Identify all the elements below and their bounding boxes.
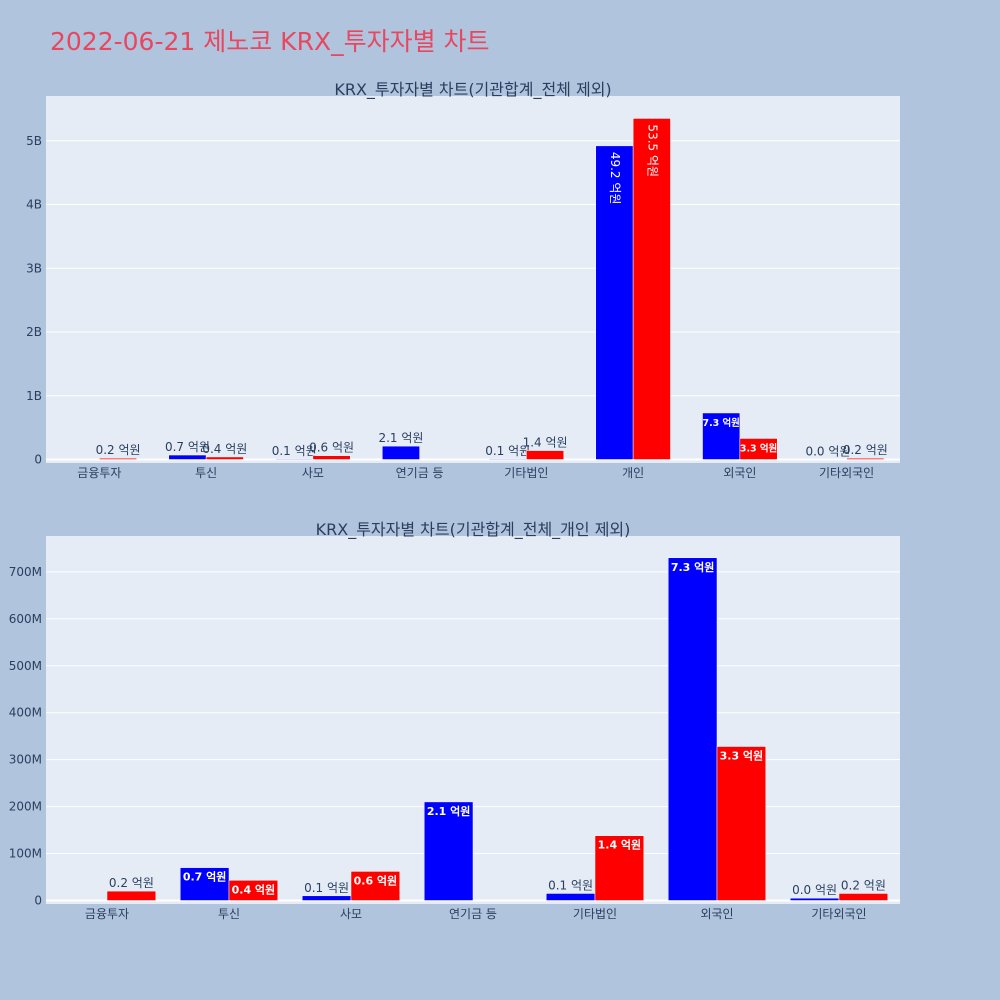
x-tick-label: 개인 (622, 466, 644, 480)
page-title: 2022-06-21 제노코 KRX_투자자별 차트 (50, 27, 490, 56)
chart-title: KRX_투자자별 차트(기관합계_전체 제외) (334, 80, 611, 100)
y-tick-label: 5B (26, 134, 42, 148)
bar (228, 880, 279, 901)
y-tick-label: 1B (26, 389, 42, 403)
bar (632, 118, 671, 460)
x-tick-label: 기타법인 (504, 466, 548, 480)
bar (526, 450, 564, 460)
x-tick-label: 투신 (195, 466, 217, 480)
bar (312, 455, 351, 460)
y-tick-label: 400M (9, 706, 42, 720)
chart-title: KRX_투자자별 차트(기관합계_전체_개인 제외) (316, 520, 631, 540)
y-tick-label: 4B (26, 198, 42, 212)
bar (702, 412, 741, 460)
plot-area (46, 96, 900, 463)
data-label: 0.7 억원 (165, 440, 210, 454)
x-tick-label: 금융투자 (85, 907, 129, 921)
bar (99, 457, 137, 460)
data-label: 1.4 억원 (598, 838, 642, 852)
data-label: 2.1 억원 (378, 431, 423, 445)
data-label: 49.2 억원 (608, 152, 622, 205)
data-label: 0.2 억원 (109, 876, 154, 890)
bar (423, 801, 474, 901)
x-tick-label: 외국인 (723, 466, 756, 480)
data-label: 0.0 억원 (792, 883, 837, 897)
bar (789, 897, 840, 901)
bar (838, 893, 889, 901)
x-tick-label: 금융투자 (77, 466, 121, 480)
y-tick-label: 200M (9, 800, 42, 814)
x-tick-label: 기타외국인 (819, 466, 874, 480)
data-label: 7.3 억원 (703, 417, 740, 429)
bar (488, 458, 527, 460)
data-label: 53.5 억원 (645, 124, 659, 177)
data-label: 0.6 억원 (309, 441, 354, 455)
data-label: 2.1 억원 (427, 804, 471, 818)
data-label: 0.4 억원 (202, 442, 247, 456)
x-tick-label: 연기금 등 (449, 907, 497, 921)
bar (667, 557, 718, 901)
bar (168, 454, 207, 460)
data-label: 1.4 억원 (523, 436, 568, 450)
bar (179, 867, 230, 901)
y-tick-label: 300M (9, 753, 42, 767)
bar (594, 835, 645, 901)
bar (739, 438, 778, 460)
data-label: 7.3 억원 (671, 560, 715, 574)
y-tick-label: 100M (9, 847, 42, 861)
bar (275, 458, 314, 460)
bar (545, 893, 596, 901)
y-tick-label: 700M (9, 565, 42, 579)
y-tick-label: 0 (34, 453, 42, 467)
x-tick-label: 기타법인 (573, 907, 617, 921)
y-tick-label: 3B (26, 261, 42, 275)
data-label: 0.4 억원 (232, 882, 276, 896)
data-label: 0.0 억원 (805, 445, 850, 459)
data-label: 3.3 억원 (720, 749, 764, 763)
y-tick-label: 500M (9, 659, 42, 673)
x-tick-label: 기타외국인 (811, 907, 866, 921)
x-tick-label: 사모 (340, 907, 362, 921)
x-tick-label: 연기금 등 (396, 466, 444, 480)
x-tick-label: 외국인 (700, 907, 733, 921)
x-tick-label: 투신 (218, 907, 240, 921)
bar (205, 456, 244, 460)
data-label: 0.2 억원 (96, 443, 141, 457)
data-label: 3.3 억원 (740, 442, 777, 454)
y-tick-label: 2B (26, 325, 42, 339)
data-label: 0.6 억원 (354, 873, 398, 887)
bar (350, 871, 401, 901)
data-label: 0.1 억원 (272, 444, 317, 458)
y-tick-label: 0 (34, 894, 42, 908)
bar (382, 445, 420, 460)
y-tick-label: 600M (9, 612, 42, 626)
x-tick-label: 사모 (302, 466, 324, 480)
data-label: 0.7 억원 (183, 870, 227, 884)
data-label: 0.1 억원 (485, 444, 530, 458)
data-label: 0.2 억원 (841, 878, 886, 892)
bar (301, 895, 352, 901)
bar (106, 890, 157, 901)
bar (716, 746, 767, 901)
bar (846, 457, 885, 460)
data-label: 0.1 억원 (548, 878, 593, 892)
data-label: 0.1 억원 (304, 881, 349, 895)
data-label: 0.2 억원 (843, 443, 888, 457)
